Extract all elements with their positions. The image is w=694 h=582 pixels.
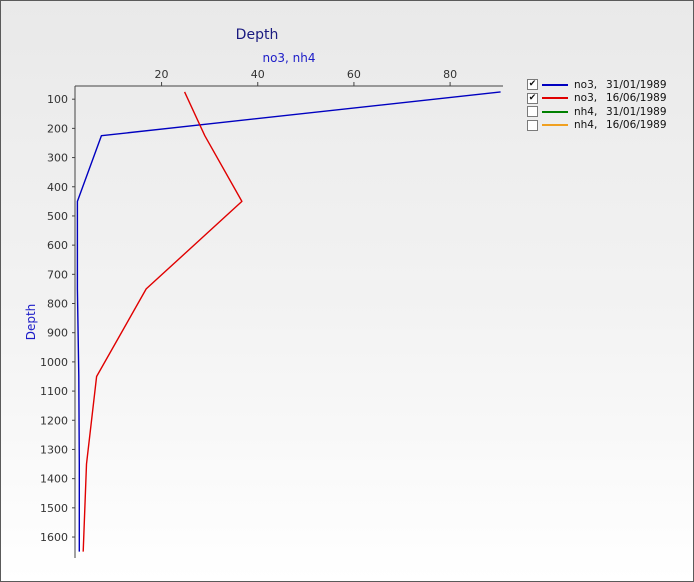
legend-series-name: no3, <box>574 92 598 105</box>
y-tick-label: 300 <box>47 152 68 165</box>
legend-series-name: nh4, <box>574 119 598 132</box>
legend-series-date: 31/01/1989 <box>606 105 667 118</box>
legend-checkbox[interactable] <box>527 106 538 118</box>
y-tick-label: 1000 <box>40 356 68 369</box>
y-tick-label: 800 <box>47 298 68 311</box>
legend-item[interactable]: nh4, 31/01/1989 <box>527 105 667 119</box>
legend-checkbox[interactable] <box>527 119 538 131</box>
y-axis-label: Depth <box>24 304 38 341</box>
legend-series-date: 16/06/1989 <box>606 92 667 105</box>
y-tick-label: 200 <box>47 122 68 135</box>
legend-series-name: nh4, <box>574 105 598 118</box>
series-layer <box>76 91 501 552</box>
chart-title: Depth <box>236 27 279 43</box>
y-tick-label: 1300 <box>40 443 68 456</box>
y-tick-label: 500 <box>47 210 68 223</box>
x-tick-label: 40 <box>251 68 265 81</box>
legend-series-date: 16/06/1989 <box>606 119 667 132</box>
y-tick-label: 1600 <box>40 531 68 544</box>
y-tick-label: 1200 <box>40 414 68 427</box>
series-line-no3-2 <box>82 91 243 552</box>
x-tick-label: 20 <box>155 68 169 81</box>
legend-item[interactable]: nh4, 16/06/1989 <box>527 119 667 133</box>
legend-checkbox[interactable]: ✔ <box>527 79 538 91</box>
x-tick-label: 80 <box>443 68 457 81</box>
y-tick-label: 1100 <box>40 385 68 398</box>
series-line-no3-1 <box>76 91 501 552</box>
y-tick-label: 600 <box>47 239 68 252</box>
legend: ✔ no3, 31/01/1989 ✔ no3, 16/06/1989 nh4, 31/01/… <box>527 78 667 132</box>
legend-item[interactable]: ✔ no3, 16/06/1989 <box>527 92 667 106</box>
x-axis-label: no3, nh4 <box>262 51 315 65</box>
axes: 20 40 60 80 100 200 300 400 500 600 700 800 900 1000 1… <box>40 68 503 558</box>
y-tick-label: 700 <box>47 268 68 281</box>
x-tick-label: 60 <box>347 68 361 81</box>
legend-swatch <box>542 124 568 127</box>
legend-swatch <box>542 83 568 86</box>
y-tick-label: 400 <box>47 181 68 194</box>
y-tick-label: 100 <box>47 93 68 106</box>
legend-checkbox[interactable]: ✔ <box>527 92 538 104</box>
y-tick-label: 900 <box>47 327 68 340</box>
y-tick-label: 1400 <box>40 473 68 486</box>
legend-swatch <box>542 97 568 100</box>
legend-series-name: no3, <box>574 78 598 91</box>
legend-series-date: 31/01/1989 <box>606 78 667 91</box>
legend-item[interactable]: ✔ no3, 31/01/1989 <box>527 78 667 92</box>
legend-swatch <box>542 110 568 113</box>
y-tick-label: 1500 <box>40 502 68 515</box>
